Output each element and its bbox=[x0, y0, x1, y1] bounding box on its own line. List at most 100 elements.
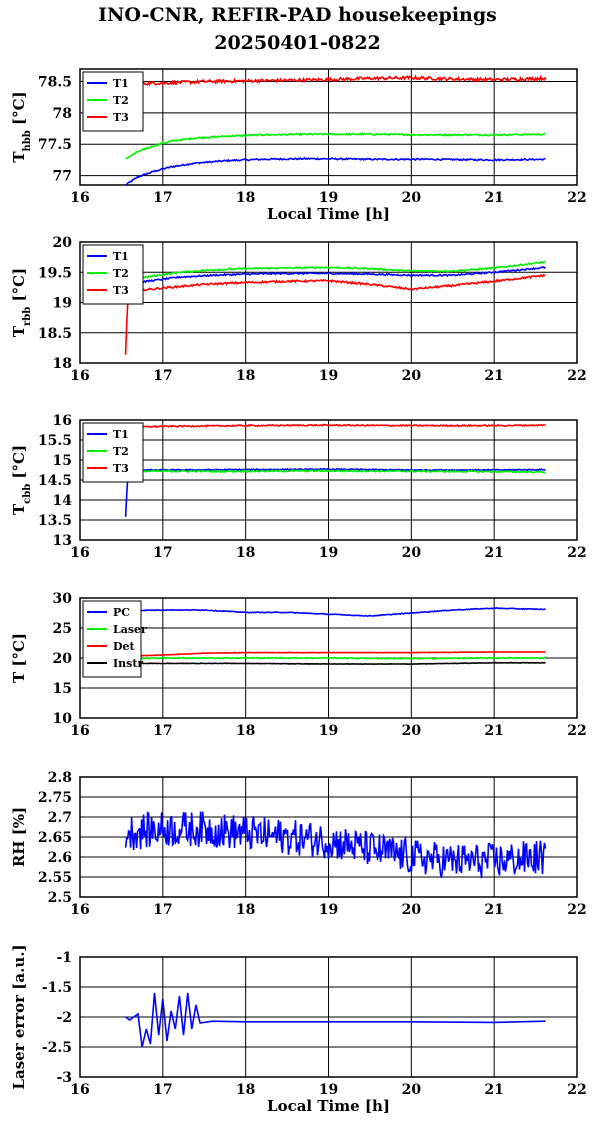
y-axis-label: Thbb [°C] bbox=[10, 91, 33, 162]
y-tick-label: 18.5 bbox=[38, 326, 72, 342]
y-tick-label: -2 bbox=[56, 1010, 72, 1026]
y-tick-label: 15 bbox=[53, 681, 72, 697]
legend-label: Det bbox=[113, 640, 136, 653]
legend-label: Laser bbox=[113, 623, 147, 636]
series-line-t2 bbox=[125, 468, 546, 474]
x-tick-label: 16 bbox=[70, 545, 89, 561]
legend: T1 T2 T3 bbox=[82, 244, 144, 305]
x-tick-label: 17 bbox=[153, 902, 172, 918]
y-tick-label: 16 bbox=[53, 413, 72, 429]
y-tick-label: 2.6 bbox=[48, 850, 72, 866]
plot-frame bbox=[79, 241, 578, 364]
x-tick-label: 19 bbox=[319, 1082, 338, 1098]
x-tick-label: 16 bbox=[70, 723, 89, 739]
x-tick-label: 22 bbox=[567, 723, 586, 739]
x-tick-label: 22 bbox=[567, 1082, 586, 1098]
series-line-laser-error bbox=[125, 992, 546, 1048]
legend: T1 T2 T3 bbox=[82, 422, 144, 483]
panel-4: 10 15 20 25 30 16 17 18 19 20 21 22 PC Laser Det Instr T… bbox=[10, 591, 587, 739]
x-tick-label: 18 bbox=[236, 368, 255, 384]
y-tick-label: 78 bbox=[53, 106, 72, 122]
y-tick-label: 13.5 bbox=[38, 513, 72, 529]
y-tick-label: 77.5 bbox=[38, 137, 72, 153]
panel-1: 77 77.5 78 78.5 16 17 18 19 20 21 22 T1 T2 T3 Thbb [°C… bbox=[10, 68, 587, 223]
y-tick-label: 2.7 bbox=[48, 810, 72, 826]
series-line-t1 bbox=[125, 156, 546, 186]
legend-label: T2 bbox=[113, 445, 129, 458]
x-tick-label: 16 bbox=[70, 368, 89, 384]
y-tick-label: 18 bbox=[53, 356, 72, 372]
x-tick-label: 22 bbox=[567, 190, 586, 206]
series-line-t1 bbox=[124, 467, 546, 517]
x-axis-label: Local Time [h] bbox=[267, 1097, 390, 1115]
legend-label: PC bbox=[113, 606, 130, 619]
y-axis-label: Trbb [°C] bbox=[10, 268, 33, 337]
x-tick-label: 22 bbox=[567, 368, 586, 384]
legend-label: Instr bbox=[113, 657, 143, 670]
series-line-laser bbox=[125, 656, 546, 660]
x-tick-label: 18 bbox=[236, 190, 255, 206]
y-tick-label: -3 bbox=[56, 1070, 72, 1086]
x-tick-label: 19 bbox=[319, 190, 338, 206]
series-line-t3 bbox=[125, 423, 546, 429]
plot-frame bbox=[79, 956, 578, 1078]
y-axis-label: RH [%] bbox=[10, 807, 28, 867]
y-axis-label: T [°C] bbox=[10, 633, 28, 683]
x-tick-label: 20 bbox=[402, 723, 422, 739]
y-axis-label: Laser error [a.u.] bbox=[10, 944, 28, 1089]
y-tick-label: 25 bbox=[53, 621, 72, 637]
x-axis-label: Local Time [h] bbox=[267, 205, 390, 223]
panel-3: 13 13.5 14 14.5 15 15.5 16 16 17 18 19 20 21 22 T1 T2 T3… bbox=[10, 413, 587, 561]
legend-label: T3 bbox=[113, 111, 129, 124]
panel-6: -3 -2.5 -2 -1.5 -1 16 17 18 19 20 21 22 Laser error … bbox=[10, 944, 587, 1115]
panel-5: 2.5 2.55 2.6 2.65 2.7 2.75 2.8 16 17 18 19 20 21 22 RH… bbox=[10, 770, 587, 918]
y-tick-label: -1 bbox=[56, 950, 72, 966]
legend-label: T1 bbox=[113, 77, 129, 90]
x-tick-label: 19 bbox=[319, 723, 338, 739]
x-tick-label: 19 bbox=[319, 368, 338, 384]
chart-title-line1: INO-CNR, REFIR-PAD housekeepings bbox=[98, 4, 497, 26]
x-tick-label: 16 bbox=[70, 190, 89, 206]
x-tick-label: 19 bbox=[319, 545, 338, 561]
x-tick-label: 17 bbox=[153, 190, 172, 206]
legend-box bbox=[82, 422, 144, 483]
x-tick-label: 21 bbox=[484, 902, 503, 918]
x-tick-label: 20 bbox=[402, 1082, 422, 1098]
x-tick-label: 20 bbox=[402, 368, 422, 384]
chart-title-line2: 20250401-0822 bbox=[214, 32, 381, 54]
y-tick-label: 2.55 bbox=[38, 870, 72, 886]
y-axis-label: Tcbb [°C] bbox=[10, 445, 33, 515]
x-tick-label: 18 bbox=[236, 902, 255, 918]
x-tick-label: 21 bbox=[484, 723, 503, 739]
x-tick-label: 21 bbox=[484, 545, 503, 561]
legend: T1 T2 T3 bbox=[82, 71, 144, 132]
y-tick-label: 2.65 bbox=[38, 830, 72, 846]
x-tick-label: 16 bbox=[70, 1082, 89, 1098]
y-tick-label: 77 bbox=[53, 169, 72, 185]
legend-box bbox=[82, 244, 144, 305]
y-tick-label: 19.5 bbox=[38, 265, 72, 281]
y-tick-label: 30 bbox=[53, 591, 73, 607]
legend-box bbox=[82, 600, 142, 678]
x-tick-label: 18 bbox=[236, 723, 255, 739]
plot-frame bbox=[79, 597, 578, 719]
y-tick-label: 15 bbox=[53, 453, 72, 469]
x-tick-label: 17 bbox=[153, 723, 172, 739]
series-line-instr bbox=[125, 661, 546, 666]
x-tick-label: 21 bbox=[484, 190, 503, 206]
y-tick-label: 2.75 bbox=[38, 790, 72, 806]
y-tick-label: 14 bbox=[53, 493, 73, 509]
legend: PC Laser Det Instr bbox=[82, 600, 147, 678]
plot-frame bbox=[79, 776, 578, 898]
series-line-t2 bbox=[125, 132, 546, 160]
plot-frame bbox=[79, 68, 578, 186]
plot-frame bbox=[79, 419, 578, 541]
x-tick-label: 16 bbox=[70, 902, 89, 918]
legend-box bbox=[82, 71, 144, 132]
legend-label: T2 bbox=[113, 94, 129, 107]
x-tick-label: 18 bbox=[236, 545, 255, 561]
y-tick-label: 14.5 bbox=[38, 473, 72, 489]
y-tick-label: 13 bbox=[53, 533, 72, 549]
